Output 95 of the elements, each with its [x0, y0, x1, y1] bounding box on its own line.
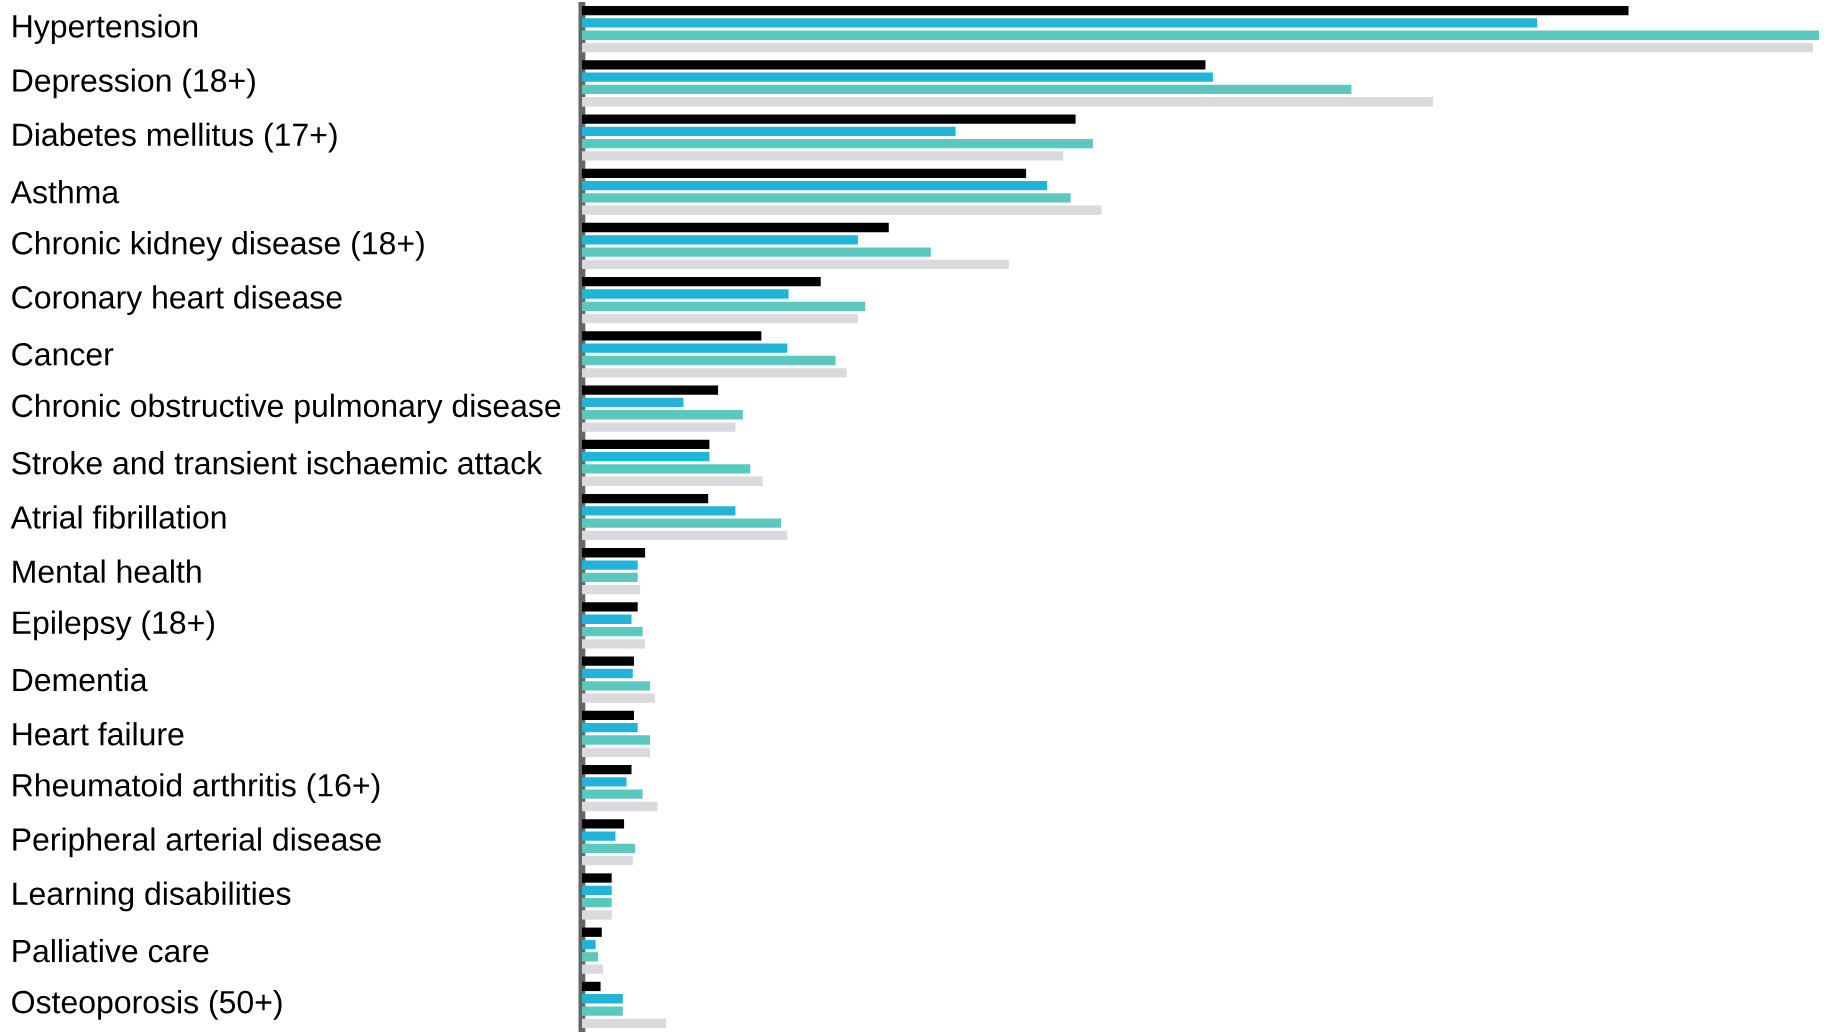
- y-tick-label: Mental health: [13, 559, 201, 583]
- y-tick-label: Coronary heart disease: [12, 285, 342, 316]
- bar: [582, 301, 866, 311]
- bar: [582, 1018, 667, 1028]
- bar: [582, 30, 1820, 40]
- bar: [582, 981, 601, 992]
- y-tick-label: Chronic kidney disease (18+): [12, 231, 424, 261]
- bar: [582, 235, 858, 245]
- bar: [582, 97, 1434, 107]
- bar: [582, 747, 651, 757]
- bar: [582, 439, 710, 449]
- bar: [582, 735, 651, 745]
- y-tick-label: Learning disabilities: [13, 881, 291, 912]
- bar: [582, 843, 636, 854]
- bar: [582, 42, 1813, 53]
- bar: [582, 585, 641, 595]
- bar: [582, 476, 763, 486]
- bar: [582, 723, 638, 733]
- y-tick-label: Atrial fibrillation: [10, 505, 226, 529]
- bar: [582, 410, 743, 420]
- bar: [582, 789, 643, 799]
- bar: [582, 385, 719, 395]
- y-tick-label: Heart failure: [13, 722, 184, 746]
- bar: [582, 831, 616, 841]
- bar: [582, 777, 627, 787]
- bar: [582, 639, 646, 649]
- bar: [582, 964, 604, 974]
- y-tick-label: Palliative care: [13, 938, 209, 963]
- bar: [582, 247, 931, 257]
- bar: [582, 422, 736, 432]
- bar: [582, 168, 1027, 178]
- bar: [582, 939, 596, 950]
- y-tick-label: Osteoporosis (50+): [12, 990, 282, 1020]
- bar: [582, 60, 1206, 70]
- bar: [582, 530, 788, 541]
- bar: [582, 451, 710, 462]
- y-tick-label: Depression (18+): [13, 68, 255, 99]
- y-tick-label: Diabetes mellitus (17+): [13, 122, 337, 153]
- bar: [582, 668, 633, 679]
- y-tick-label: Stroke and transient ischaemic attack: [12, 451, 543, 475]
- bar: [582, 572, 638, 583]
- bar: [582, 602, 638, 612]
- bar: [582, 994, 623, 1004]
- bar: [582, 180, 1048, 191]
- y-tick-label: Peripheral arterial disease: [13, 827, 381, 858]
- bar: [582, 5, 1629, 16]
- bar: [582, 493, 709, 504]
- bar: [582, 710, 634, 721]
- bar: [582, 126, 956, 137]
- bar: [582, 151, 1064, 161]
- bar: [582, 331, 762, 341]
- bar: [582, 626, 643, 637]
- bar: [582, 897, 612, 908]
- y-tick-label: Dementia: [13, 667, 148, 692]
- bar: [582, 464, 751, 474]
- bar: [582, 84, 1352, 95]
- bar: [582, 18, 1537, 28]
- y-tick-label: Rheumatoid arthritis (16+): [13, 773, 380, 803]
- y-tick-label: Epilepsy (18+): [13, 610, 214, 641]
- bar: [582, 343, 788, 353]
- bar: [582, 560, 638, 570]
- bar: [582, 885, 612, 895]
- bar: [582, 819, 625, 829]
- bar: [582, 656, 634, 666]
- bar: [582, 518, 782, 528]
- bar: [582, 764, 632, 775]
- bar: [582, 259, 1009, 270]
- bar: [582, 801, 658, 812]
- bar: [582, 313, 858, 324]
- bar: [582, 277, 821, 287]
- bar: [582, 289, 789, 299]
- bar: [582, 1006, 623, 1016]
- bar: [582, 205, 1102, 215]
- bar: [582, 927, 602, 937]
- bar: [582, 681, 651, 691]
- bar: [582, 614, 632, 624]
- bar: [582, 952, 599, 962]
- bar: [582, 72, 1213, 82]
- bar: [582, 873, 612, 883]
- y-tick-label: Hypertension: [13, 14, 198, 44]
- bar: [582, 355, 836, 366]
- bar: [582, 114, 1076, 124]
- bar: [582, 397, 684, 408]
- y-tick-label: Cancer: [12, 343, 114, 366]
- y-tick-label: Chronic obstructive pulmonary disease: [12, 393, 561, 424]
- y-tick-label: Asthma: [10, 180, 120, 204]
- bar: [582, 193, 1071, 203]
- bar: [582, 693, 655, 703]
- bar: [582, 139, 1093, 149]
- bar: [582, 222, 889, 233]
- bar: [582, 368, 847, 378]
- bar: [582, 548, 646, 558]
- bar: [582, 506, 736, 516]
- bar: [582, 910, 612, 920]
- bar: [582, 856, 633, 866]
